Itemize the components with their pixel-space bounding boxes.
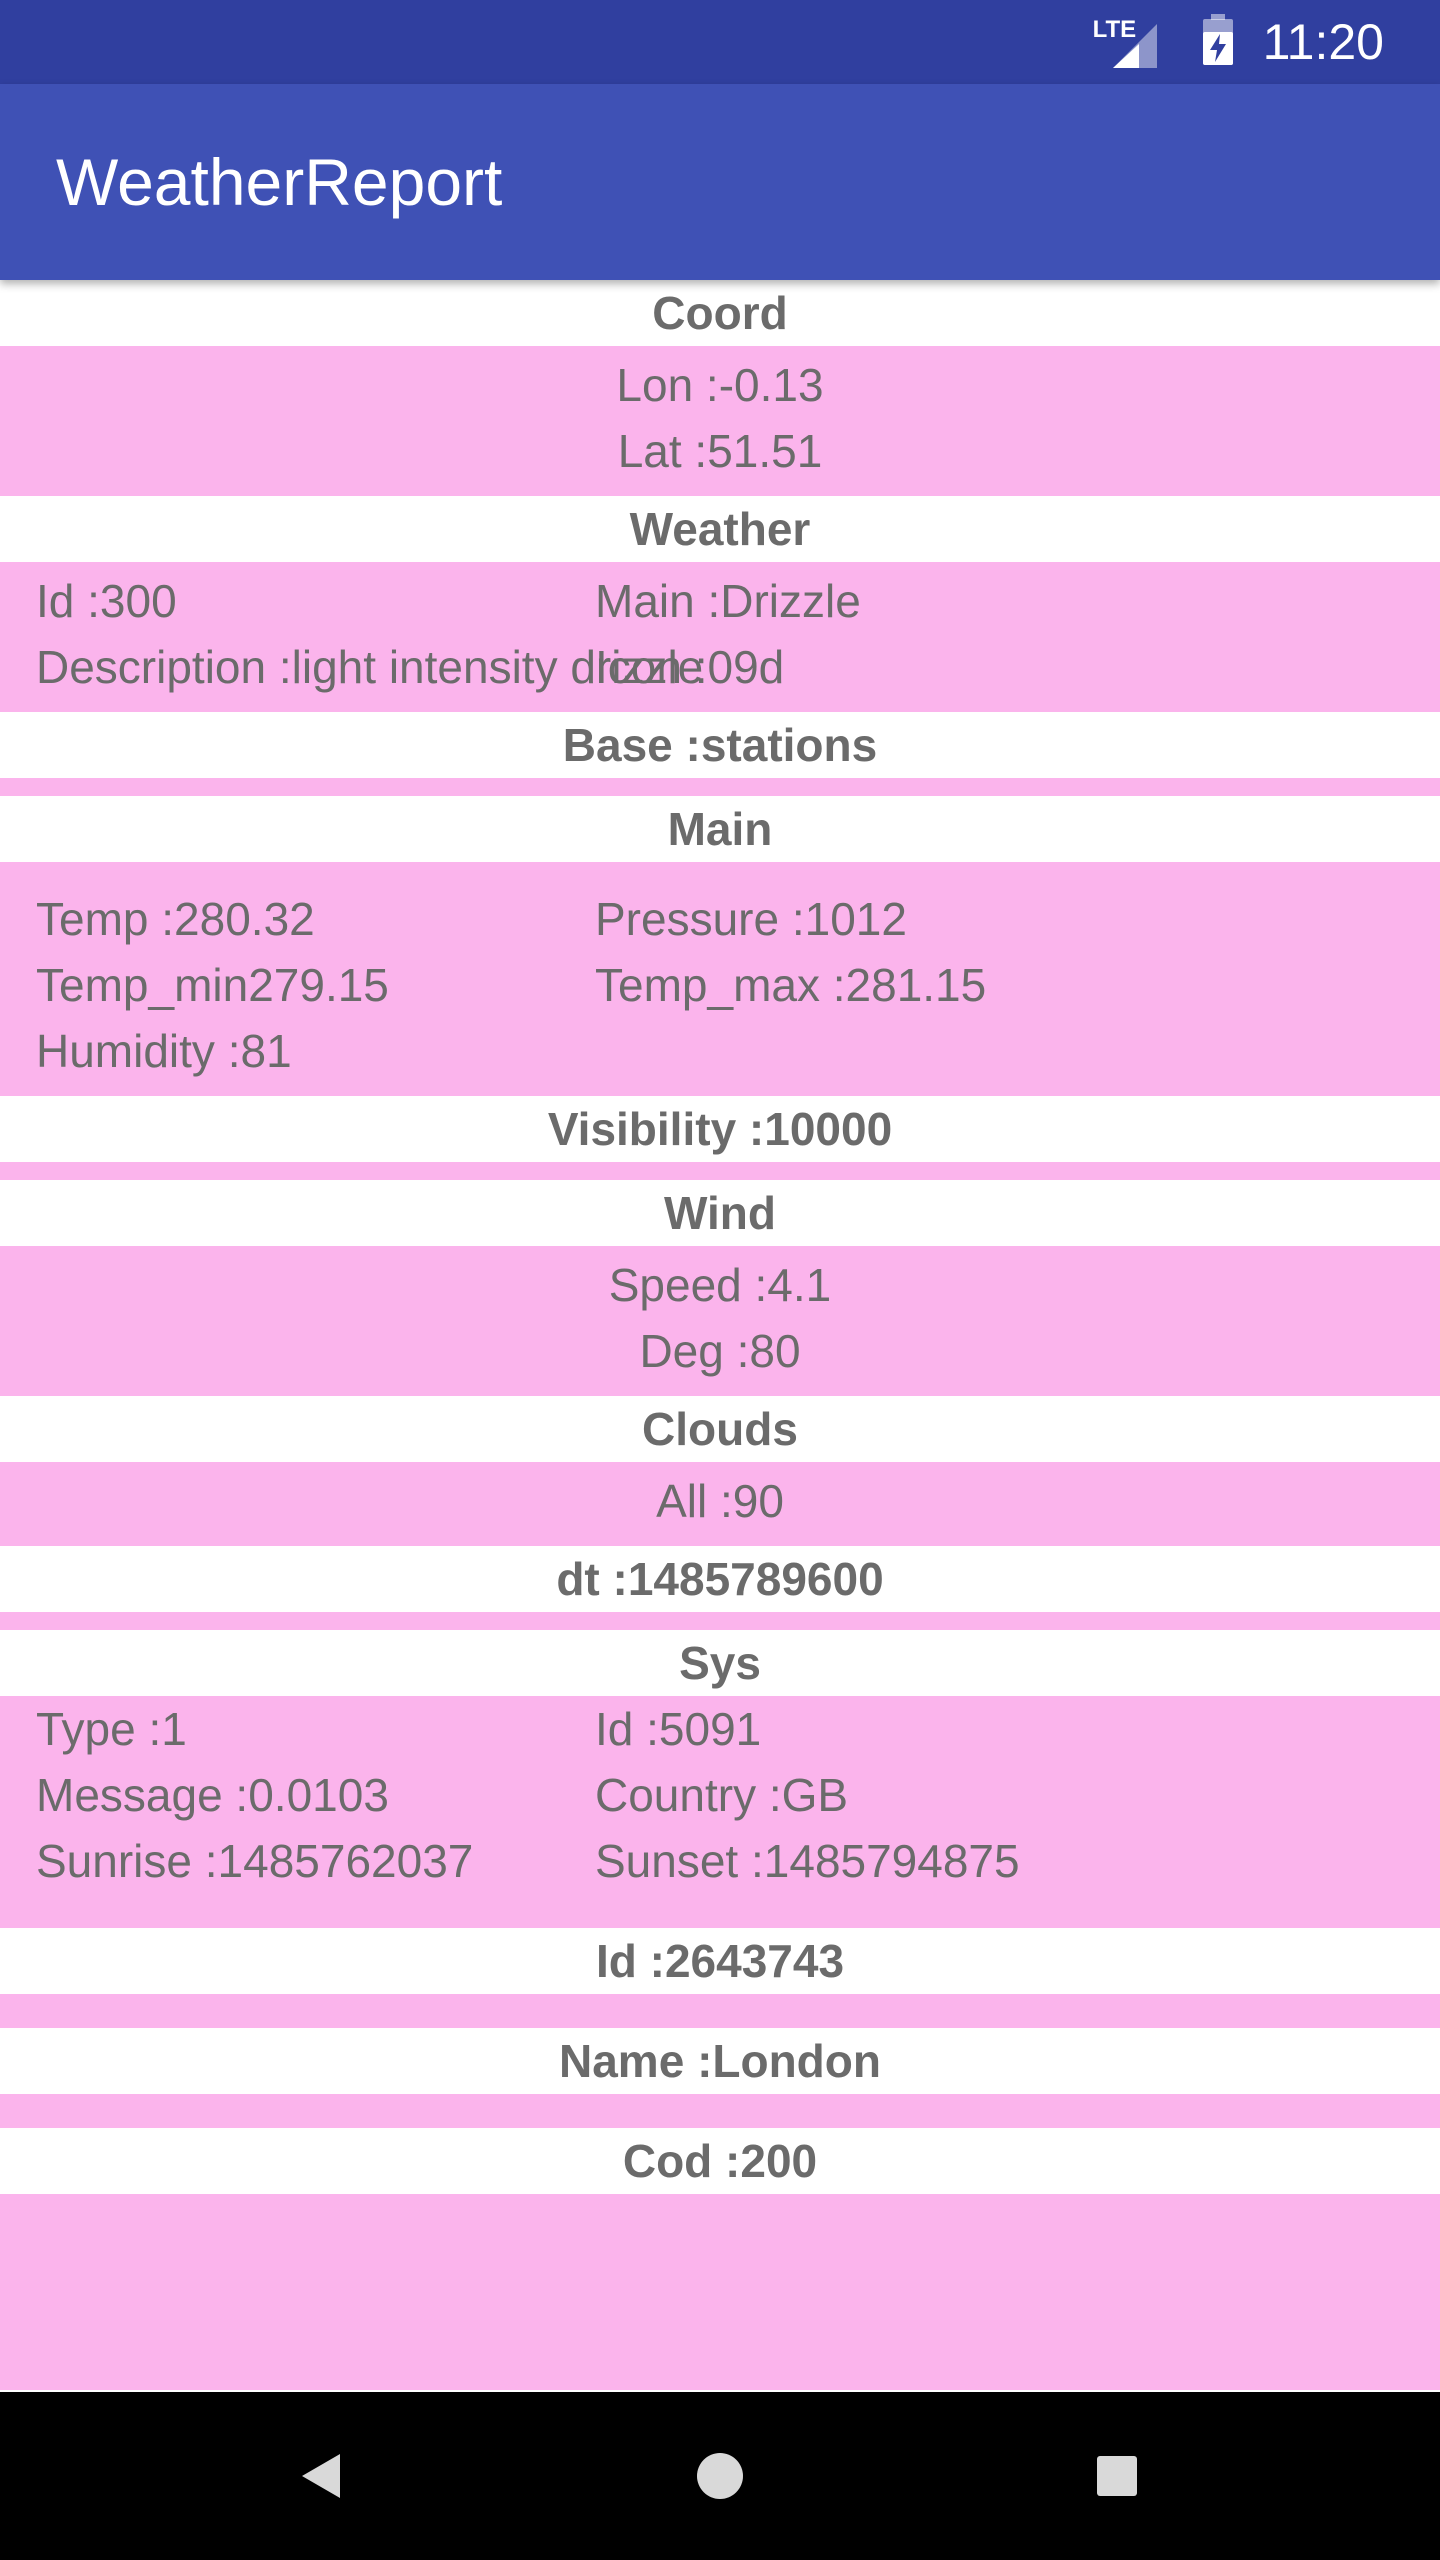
cod-header: Cod :200 [0, 2128, 1440, 2194]
coord-lat: Lat :51.51 [617, 425, 823, 477]
main-temp: Temp :280.32 [36, 893, 315, 945]
main-temp-max: Temp_max :281.15 [595, 959, 987, 1011]
status-bar: LTE 11:20 [0, 0, 1440, 84]
main-humidity: Humidity :81 [36, 1025, 292, 1077]
main-section: Main Temp :280.32 Pressure :1012 Temp_mi… [0, 796, 1440, 1096]
recents-icon[interactable] [1077, 2436, 1157, 2516]
main-header: Main [0, 796, 1440, 862]
visibility-header: Visibility :10000 [0, 1096, 1440, 1162]
weather-main: Main :Drizzle [595, 575, 861, 627]
city-id-body [0, 1994, 1440, 2028]
cod-body [0, 2194, 1440, 2390]
name-body [0, 2094, 1440, 2128]
visibility-section: Visibility :10000 [0, 1096, 1440, 1180]
sys-type: Type :1 [36, 1703, 187, 1755]
sys-header: Sys [0, 1630, 1440, 1696]
app-title: WeatherReport [56, 145, 503, 219]
wind-section: Wind Speed :4.1 Deg :80 [0, 1180, 1440, 1396]
visibility-body [0, 1162, 1440, 1180]
city-id-header: Id :2643743 [0, 1928, 1440, 1994]
base-header: Base :stations [0, 712, 1440, 778]
sys-section: Sys Type :1 Id :5091 Message :0.0103 Cou… [0, 1630, 1440, 1928]
weather-header: Weather [0, 496, 1440, 562]
clouds-header: Clouds [0, 1396, 1440, 1462]
lte-signal-icon: LTE [1089, 16, 1161, 68]
weather-section: Weather Id :300 Main :Drizzle Descriptio… [0, 496, 1440, 712]
weather-icon-code: Icon :09d [595, 641, 785, 693]
wind-speed: Speed :4.1 [608, 1259, 832, 1311]
cod-section: Cod :200 [0, 2128, 1440, 2390]
battery-charging-icon [1201, 13, 1235, 71]
app-bar: WeatherReport [0, 84, 1440, 280]
dt-body [0, 1612, 1440, 1630]
sys-sunset: Sunset :1485794875 [595, 1835, 1020, 1887]
wind-deg: Deg :80 [639, 1325, 801, 1377]
coord-lon: Lon :-0.13 [616, 359, 824, 411]
clouds-all: All :90 [656, 1475, 784, 1527]
navigation-bar [0, 2392, 1440, 2560]
base-section: Base :stations [0, 712, 1440, 796]
city-id-section: Id :2643743 [0, 1928, 1440, 2028]
weather-report-content: Coord Lon :-0.13 Lat :51.51 Weather Id :… [0, 280, 1440, 2390]
coord-section: Coord Lon :-0.13 Lat :51.51 [0, 280, 1440, 496]
main-pressure: Pressure :1012 [595, 893, 907, 945]
coord-header: Coord [0, 280, 1440, 346]
dt-section: dt :1485789600 [0, 1546, 1440, 1630]
sys-country: Country :GB [595, 1769, 849, 1821]
sys-sunrise: Sunrise :1485762037 [36, 1835, 474, 1887]
back-icon[interactable] [282, 2436, 362, 2516]
network-type-label: LTE [1092, 16, 1137, 43]
main-temp-min: Temp_min279.15 [36, 959, 389, 1011]
dt-header: dt :1485789600 [0, 1546, 1440, 1612]
sys-id: Id :5091 [595, 1703, 762, 1755]
weather-id: Id :300 [36, 575, 177, 627]
name-section: Name :London [0, 2028, 1440, 2128]
weather-description: Description :light intensity drizzle [36, 641, 704, 693]
name-header: Name :London [0, 2028, 1440, 2094]
sys-message: Message :0.0103 [36, 1769, 389, 1821]
clock: 11:20 [1262, 14, 1384, 70]
base-body [0, 778, 1440, 796]
wind-header: Wind [0, 1180, 1440, 1246]
home-icon[interactable] [680, 2436, 760, 2516]
clouds-section: Clouds All :90 [0, 1396, 1440, 1546]
